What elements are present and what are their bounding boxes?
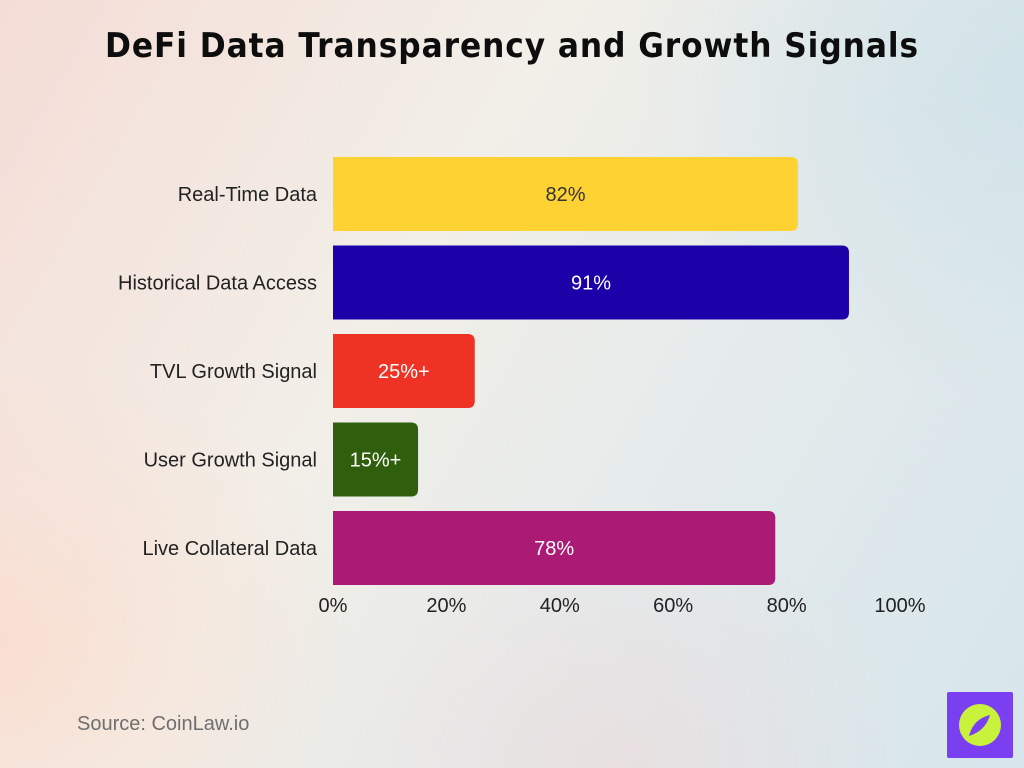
data-label: 15%+ bbox=[350, 450, 402, 472]
x-tick-label: 20% bbox=[426, 595, 466, 617]
chart-title: DeFi Data Transparency and Growth Signal… bbox=[104, 26, 920, 66]
category-label: Real-Time Data bbox=[178, 184, 318, 206]
data-label: 91% bbox=[571, 273, 611, 295]
data-label: 25%+ bbox=[378, 361, 430, 383]
category-label: Live Collateral Data bbox=[142, 538, 317, 560]
x-tick-label: 80% bbox=[767, 595, 807, 617]
x-tick-label: 100% bbox=[874, 595, 925, 617]
bar bbox=[333, 334, 475, 408]
category-label: TVL Growth Signal bbox=[150, 361, 317, 383]
category-label: User Growth Signal bbox=[144, 450, 317, 472]
x-tick-label: 0% bbox=[319, 595, 348, 617]
bar bbox=[333, 511, 776, 585]
bar bbox=[333, 422, 419, 497]
bar bbox=[333, 245, 849, 320]
x-tick-label: 60% bbox=[653, 595, 693, 617]
x-tick-label: 40% bbox=[540, 595, 580, 617]
bar bbox=[333, 157, 798, 231]
source-note: Source: CoinLaw.io bbox=[77, 713, 250, 735]
compass-icon bbox=[959, 704, 1001, 746]
bar-chart: 82% Real-Time Data 91% Historical Data Acce… bbox=[118, 157, 926, 617]
data-label: 78% bbox=[534, 538, 574, 560]
brand-logo bbox=[947, 692, 1013, 758]
data-label: 82% bbox=[545, 184, 585, 206]
category-label: Historical Data Access bbox=[118, 273, 317, 295]
